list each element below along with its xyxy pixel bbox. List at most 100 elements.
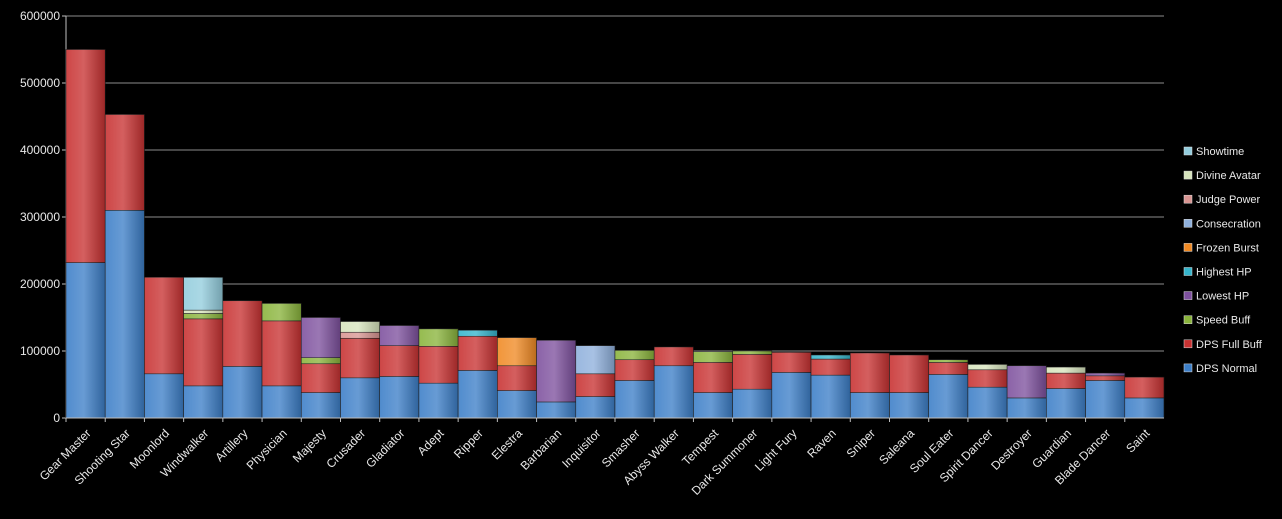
legend-swatch (1183, 219, 1193, 228)
bar-segment (1046, 366, 1086, 374)
bar-shading (379, 376, 419, 418)
bar-segment (497, 390, 537, 419)
y-tick-label: 100000 (20, 344, 60, 358)
x-tick-label: Raven (804, 426, 838, 460)
x-tick-label: Inquisitor (559, 426, 603, 470)
legend-item: Judge Power (1183, 194, 1261, 206)
legend-label: Divine Avatar (1196, 170, 1261, 182)
bar-segment (1085, 380, 1126, 419)
bar-segment (849, 392, 890, 419)
bar-shading (262, 385, 302, 418)
bar-shading (732, 354, 772, 390)
bar-segment (340, 331, 381, 339)
bar-segment (379, 345, 420, 377)
bar-shading (850, 353, 890, 393)
bar-shading (1046, 373, 1086, 389)
bar-shading (575, 345, 615, 374)
bar-segment (810, 374, 851, 419)
bar-segment (693, 362, 733, 393)
bar-segment (614, 350, 655, 361)
bar-segment (771, 352, 812, 373)
legend-label: Lowest HP (1196, 291, 1249, 303)
bar-shading (497, 390, 537, 418)
bar-shading (105, 210, 145, 418)
bar-shading (183, 277, 223, 311)
bar-segment (183, 309, 224, 314)
legend-item: DPS Normal (1183, 363, 1257, 375)
legend-swatch (1183, 146, 1193, 156)
bar-shading (771, 352, 812, 373)
bar-segment (1085, 375, 1126, 381)
bar-segment (614, 359, 655, 381)
bar-shading (497, 337, 537, 366)
legend-swatch (1183, 194, 1193, 204)
bar-segment (300, 317, 341, 359)
legend-label: Showtime (1196, 146, 1244, 158)
bar-shading (536, 340, 576, 402)
bar-segment (693, 392, 733, 419)
bar-shading (654, 346, 694, 366)
bar-shading (458, 370, 498, 418)
y-tick-label: 600000 (20, 9, 60, 23)
bar-shading (1085, 380, 1125, 418)
bar-shading (967, 369, 1008, 388)
legend-item: Highest HP (1183, 267, 1252, 279)
y-tick-label: 400000 (20, 143, 60, 157)
bar-segment (300, 363, 341, 393)
bar-segment (653, 365, 694, 419)
legend-label: Highest HP (1196, 267, 1252, 279)
bar-shading (1046, 388, 1086, 418)
bar-segment (418, 328, 459, 347)
legend-label: DPS Full Buff (1196, 339, 1263, 351)
bar-shading (615, 380, 655, 418)
bar-shading (967, 364, 1008, 370)
bar-shading (458, 330, 498, 337)
x-tick-label: Light Fury (752, 426, 800, 474)
bar-segment (340, 377, 381, 419)
bar-shading (928, 359, 968, 363)
bar-segment (340, 337, 381, 379)
bar-segment (732, 354, 773, 390)
bar-segment (183, 313, 224, 320)
legend-item: Speed Buff (1183, 315, 1251, 327)
bar-shading (418, 328, 459, 347)
bar-segment (65, 49, 106, 263)
bar-shading (889, 355, 929, 393)
bar-segment (183, 318, 224, 387)
bar-shading (144, 373, 184, 418)
bar-segment (104, 210, 145, 419)
bar-segment (732, 388, 773, 419)
bar-shading (654, 365, 694, 418)
bar-shading (615, 359, 655, 381)
bar-segment (457, 335, 498, 371)
bar-shading (301, 357, 341, 364)
legend-item: Frozen Burst (1183, 242, 1259, 254)
bar-segment (653, 346, 694, 367)
bar-shading (262, 320, 302, 386)
y-tick-label: 300000 (20, 210, 60, 224)
bar-segment (575, 373, 616, 397)
bar-segment (967, 364, 1008, 371)
bar-segment (340, 321, 381, 333)
legend-item: DPS Full Buff (1183, 339, 1263, 351)
bar-shading (928, 374, 968, 418)
bar-segment (928, 359, 969, 363)
bar-shading (183, 310, 223, 314)
bar-segment (1124, 397, 1165, 419)
bar-segment (183, 276, 224, 311)
bar-segment (144, 373, 184, 419)
legend-item: Divine Avatar (1183, 170, 1261, 182)
legend-swatch (1183, 291, 1193, 300)
bar-segment (104, 114, 145, 211)
bar-segment (1046, 388, 1086, 419)
x-tick-label: Saint (1123, 426, 1153, 456)
bar-segment (889, 354, 930, 393)
bar-segment (144, 276, 184, 375)
bar-shading (811, 355, 851, 360)
legend-swatch (1183, 315, 1193, 324)
legend-label: Judge Power (1196, 194, 1261, 206)
legend-label: DPS Normal (1196, 363, 1257, 375)
bar-shading (811, 375, 851, 418)
bar-shading (222, 300, 263, 367)
